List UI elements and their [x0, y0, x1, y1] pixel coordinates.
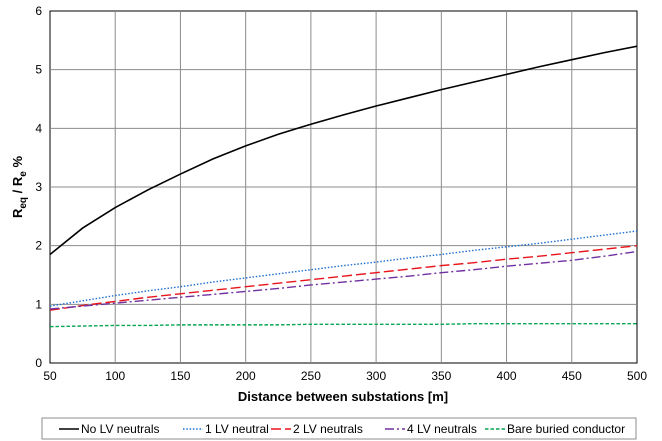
- y-tick-label: 1: [35, 297, 42, 311]
- x-tick-label: 300: [366, 369, 386, 383]
- legend: No LV neutrals 1 LV neutral 2 LV neutrals 4…: [41, 417, 637, 440]
- y-axis-title: Req / Re %: [10, 156, 29, 218]
- series-line: [49, 322, 637, 328]
- legend-label: 1 LV neutral: [205, 422, 269, 436]
- series-lines: [49, 45, 638, 328]
- series-line: [49, 250, 638, 310]
- x-tick-label: 450: [562, 369, 582, 383]
- series-line: [49, 45, 638, 256]
- legend-label: 4 LV neutrals: [407, 422, 477, 436]
- x-tick-label: 150: [170, 369, 190, 383]
- y-tick-label: 3: [35, 180, 42, 194]
- y-tick-label: 4: [35, 121, 42, 135]
- series-line: [49, 244, 638, 311]
- x-tick-label: 250: [301, 369, 321, 383]
- legend-label: Bare buried conductor: [507, 422, 625, 436]
- x-tick-label: 500: [627, 369, 647, 383]
- y-tick-label: 5: [35, 63, 42, 77]
- x-tick-label: 350: [431, 369, 451, 383]
- x-tick-label: 50: [43, 369, 57, 383]
- x-axis-title: Distance between substations [m]: [238, 389, 448, 404]
- x-tick-label: 400: [497, 369, 517, 383]
- series-line: [49, 230, 638, 307]
- tick-labels: 50 100 150 200 250 300 350 400 450 500 0 1 2 3 4 5 6: [35, 4, 647, 383]
- x-tick-label: 100: [105, 369, 125, 383]
- grid: [50, 11, 637, 363]
- y-tick-label: 0: [35, 356, 42, 370]
- legend-box: [41, 417, 637, 440]
- y-tick-label: 2: [35, 239, 42, 253]
- x-tick-label: 200: [236, 369, 256, 383]
- legend-label: No LV neutrals: [81, 422, 160, 436]
- y-tick-label: 6: [35, 4, 42, 18]
- legend-label: 2 LV neutrals: [293, 422, 363, 436]
